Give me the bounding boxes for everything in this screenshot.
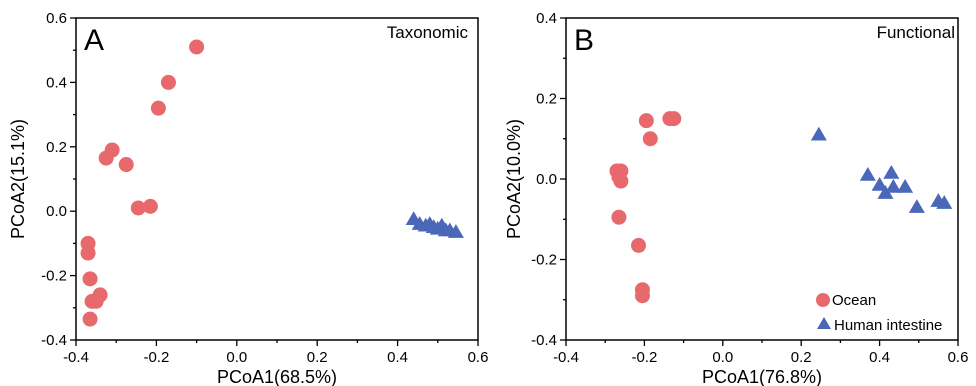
panel-b-human-intestine-point (871, 177, 888, 191)
panel-b-x-tick-label: -0.4 (553, 349, 579, 366)
legend-ocean-marker (816, 293, 830, 307)
panel-b-ocean-point (642, 131, 658, 147)
panel-a-x-tick-label: 0.2 (307, 349, 328, 366)
legend-human-intestine-label: Human intestine (834, 317, 942, 334)
panel-b-ticks: -0.4 -0.2 0.0 0.2 0.4 0.6 -0.4 -0.2 0.0 0.2 0.4 (531, 10, 968, 366)
panel-b-human-intestine-point (877, 185, 894, 199)
panel-b-title: Functional (877, 23, 955, 42)
panel-a-human-intestine-point (447, 224, 464, 238)
panel-a-ocean-point (82, 311, 98, 327)
panel-b-y-tick-label: -0.4 (531, 332, 557, 349)
panel-a-x-tick-label: 0.4 (387, 349, 408, 366)
panel-b-x-tick-label: 0.0 (712, 349, 733, 366)
panel-b-x-tick-label: 0.4 (869, 349, 890, 366)
panel-a-x-axis-label: PCoA1(68.5%) (217, 367, 337, 386)
panel-b-y-tick-label: 0.2 (536, 91, 557, 108)
panel-a-title: Taxonomic (387, 23, 469, 42)
panel-b-x-tick-label: -0.2 (631, 349, 657, 366)
panel-a-ocean-point (98, 150, 114, 166)
panel-b-ocean-point (634, 288, 650, 304)
panel-a-ocean-point (142, 198, 158, 214)
panel-b-ocean-point (613, 173, 629, 189)
legend-ocean-label: Ocean (832, 292, 876, 309)
panel-b-y-tick-label: -0.2 (531, 252, 557, 269)
legend-human-intestine-marker (817, 317, 831, 329)
panel-b-letter: B (574, 24, 594, 57)
panel-a-ocean-point (189, 39, 205, 55)
panel-a-taxonomic: A Taxonomic PCoA1(68.5%) PCoA2(15.1%) -0… (8, 10, 488, 386)
panel-b-y-axis-label: PCoA2(10.0%) (504, 119, 524, 239)
panel-a-y-tick-label: 0.4 (46, 74, 67, 91)
panel-a-y-tick-label: 0.0 (46, 203, 67, 220)
panel-b-functional: B Functional PCoA1(76.8%) PCoA2(10.0%) -… (504, 10, 968, 386)
panel-a-y-tick-label: 0.6 (46, 10, 67, 27)
panel-b-human-intestine-point (908, 199, 925, 213)
panel-b-ocean-point (638, 113, 654, 129)
panel-b-human-intestine-point (936, 195, 953, 209)
panel-a-y-tick-label: 0.2 (46, 139, 67, 156)
panel-a-y-tick-label: -0.4 (41, 332, 67, 349)
panel-a-x-tick-label: 0.6 (468, 349, 489, 366)
panel-b-ocean-point (631, 237, 647, 253)
panel-a-ocean-point (160, 74, 176, 90)
panel-a-ocean-point (88, 293, 104, 309)
panel-b-ocean-point (666, 111, 682, 127)
panel-a-y-tick-label: -0.2 (41, 268, 67, 285)
panel-b-human-intestine-point (810, 126, 827, 141)
panel-a-y-axis-label: PCoA2(15.1%) (8, 119, 28, 239)
panel-b-points (609, 111, 953, 304)
panel-b-x-tick-label: 0.2 (791, 349, 812, 366)
panel-a-ocean-point (118, 157, 134, 173)
panel-a-ocean-point (80, 245, 96, 261)
panel-a-ocean-point (150, 100, 166, 116)
panel-a-points (80, 39, 464, 327)
panel-a-x-tick-label: -0.4 (63, 349, 89, 366)
panel-a-ocean-point (82, 271, 98, 287)
panel-b-human-intestine-point (859, 166, 876, 181)
panel-a-ticks: -0.4 -0.2 0.0 0.2 0.4 0.6 -0.4 -0.2 0.0 0.2 0.4 0.6 (41, 10, 488, 366)
panel-b-x-tick-label: 0.6 (948, 349, 969, 366)
panel-b-human-intestine-point (883, 164, 900, 179)
panel-b-y-tick-label: 0.0 (536, 171, 557, 188)
panel-a-plot-frame (75, 17, 479, 341)
panel-b-human-intestine-point (885, 179, 902, 193)
panel-a-x-tick-label: -0.2 (143, 349, 169, 366)
panel-b-human-intestine-point (897, 179, 914, 193)
panel-a-x-tick-label: 0.0 (226, 349, 247, 366)
panel-b-y-tick-label: 0.4 (536, 10, 557, 27)
legend: Ocean Human intestine (816, 292, 942, 334)
panel-b-ocean-point (611, 209, 627, 225)
panel-a-letter: A (84, 24, 104, 57)
panel-b-x-axis-label: PCoA1(76.8%) (702, 367, 822, 386)
panel-a-ocean-point (130, 200, 146, 216)
